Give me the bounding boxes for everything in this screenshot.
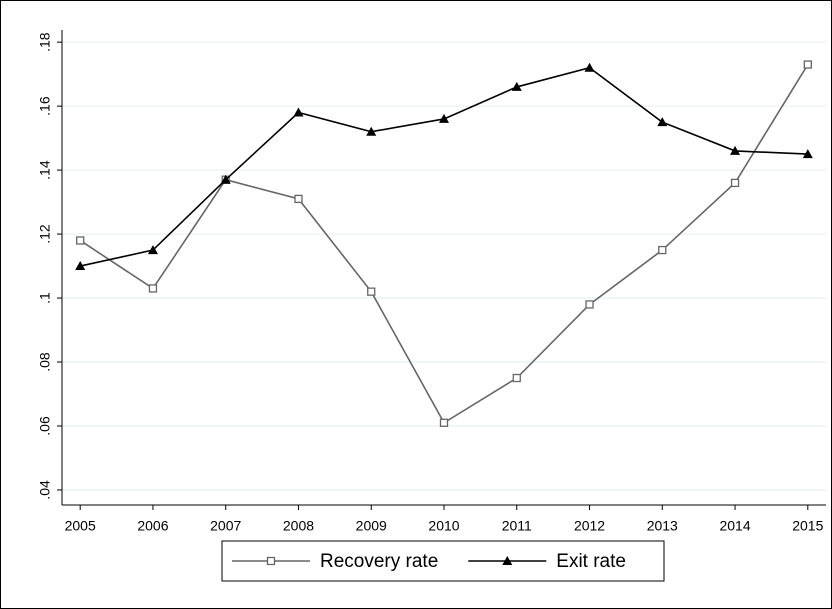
legend-label: Recovery rate (320, 551, 438, 572)
x-tick-label: 2013 (647, 518, 678, 534)
marker-square (76, 236, 85, 245)
x-tick-label: 2005 (65, 518, 96, 534)
marker-triangle (75, 261, 86, 271)
marker-square (439, 418, 449, 427)
x-tick-label: 2009 (356, 518, 387, 534)
marker-square (512, 373, 521, 383)
marker-triangle (511, 81, 522, 91)
marker-triangle (657, 117, 668, 127)
x-tick-label: 2015 (792, 518, 823, 534)
x-tick-label: 2006 (137, 518, 168, 534)
legend-box (221, 540, 665, 582)
marker-triangle (730, 145, 741, 155)
marker-triangle (439, 113, 449, 123)
marker-square (730, 178, 740, 188)
legend-label: Exit rate (556, 551, 626, 572)
y-tick-label: .08 (37, 352, 53, 372)
marker-triangle (584, 62, 595, 72)
marker-square (585, 300, 594, 309)
marker-triangle (366, 126, 377, 136)
marker-square (367, 287, 376, 296)
marker-triangle (220, 174, 231, 184)
x-tick-label: 2014 (719, 518, 750, 534)
y-tick-label: .04 (37, 480, 53, 500)
marker-square (294, 194, 303, 204)
marker-triangle (293, 107, 304, 117)
x-tick-label: 2010 (428, 518, 459, 534)
marker-triangle (502, 556, 513, 565)
y-tick-label: .06 (37, 416, 53, 436)
y-tick-label: .14 (37, 160, 53, 180)
marker-square (658, 245, 667, 255)
x-tick-label: 2011 (502, 518, 532, 534)
marker-triangle (802, 149, 813, 159)
marker-triangle (147, 245, 158, 255)
y-tick-label: .16 (37, 96, 53, 116)
legend: Recovery rate Exit rate (221, 540, 665, 582)
x-tick-label: 2012 (574, 518, 605, 534)
marker-square (803, 60, 812, 69)
y-tick-label: .18 (37, 32, 53, 52)
marker-square (148, 284, 158, 293)
marker-square (266, 556, 276, 566)
x-tick-label: 2007 (210, 518, 241, 534)
y-tick-label: .1 (37, 292, 53, 304)
x-tick-label: 2008 (283, 518, 314, 534)
y-tick-label: .12 (37, 224, 53, 244)
